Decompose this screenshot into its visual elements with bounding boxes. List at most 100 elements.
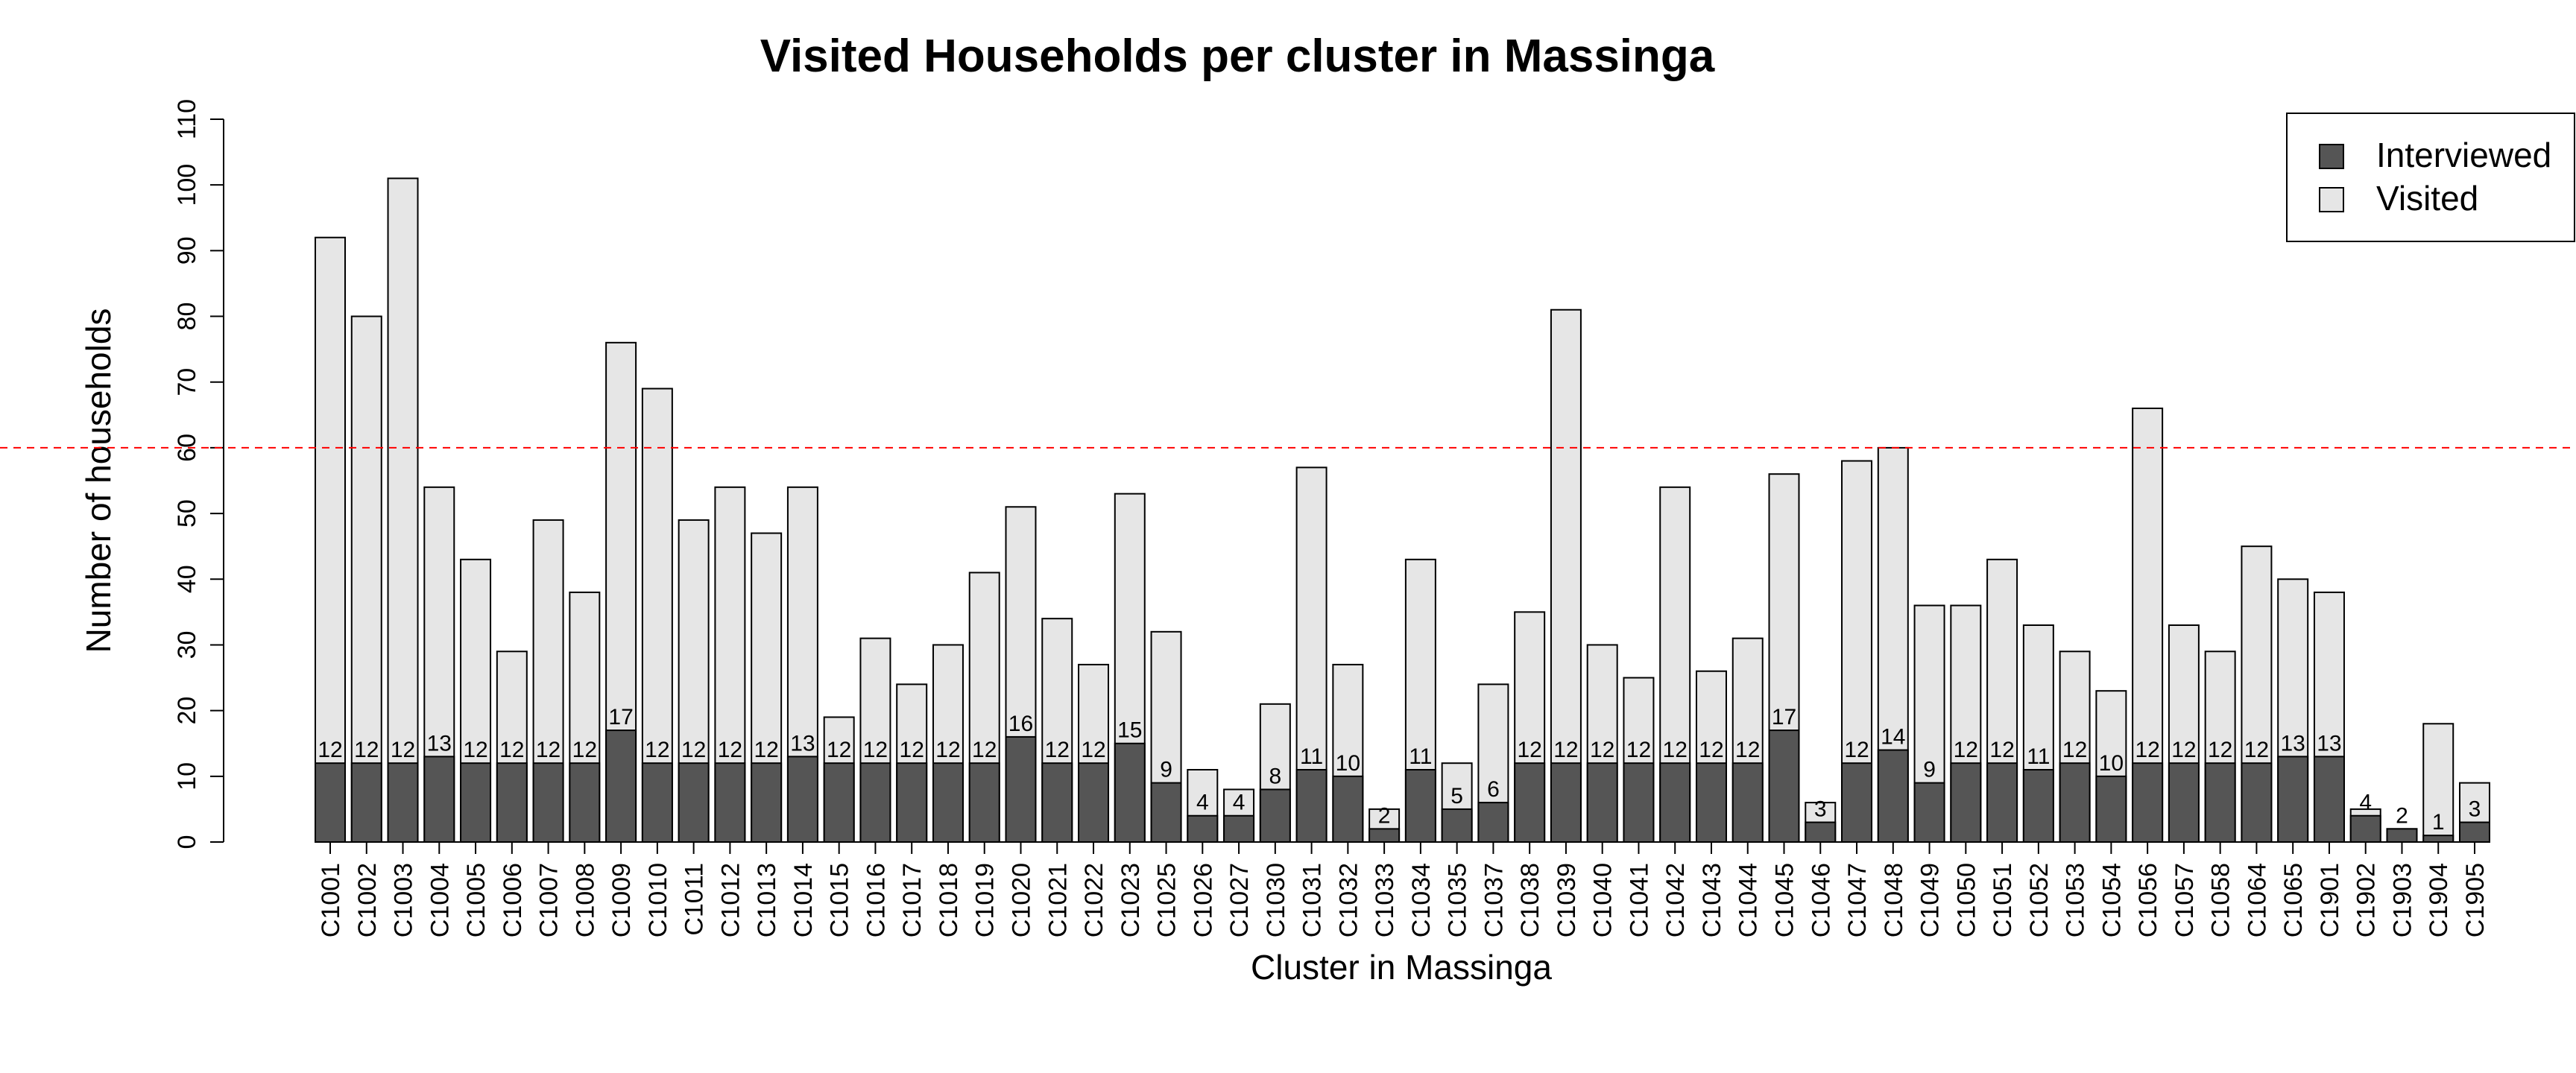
- x-tick-label-C1052: C1052: [2025, 863, 2053, 937]
- bar-interviewed-C1039: [1550, 762, 1582, 843]
- x-tick-label-C1905: C1905: [2461, 863, 2490, 937]
- x-tick-label-C1056: C1056: [2134, 863, 2162, 937]
- data-label-C1001: 12: [318, 738, 342, 762]
- legend-label-interviewed: Interviewed: [2376, 136, 2551, 174]
- data-label-C1002: 12: [354, 738, 379, 762]
- x-tick-label-C1033: C1033: [1371, 863, 1399, 937]
- data-label-C1065: 13: [2280, 731, 2305, 756]
- data-label-C1021: 12: [1045, 738, 1070, 762]
- y-axis-label: Number of households: [79, 308, 118, 653]
- x-tick-label-C1038: C1038: [1516, 863, 1544, 937]
- data-label-C1054: 10: [2099, 751, 2124, 776]
- data-label-C1027: 4: [1233, 791, 1246, 815]
- x-tick-label-C1021: C1021: [1044, 863, 1072, 937]
- bar-interviewed-C1905: [2459, 821, 2490, 843]
- x-tick-label-C1041: C1041: [1625, 863, 1653, 937]
- bar-interviewed-C1052: [2022, 769, 2054, 843]
- x-tick-label-C1019: C1019: [971, 863, 1000, 937]
- bar-interviewed-C1044: [1731, 762, 1764, 843]
- bar-interviewed-C1035: [1441, 808, 1473, 843]
- y-tick-label: 90: [173, 236, 201, 265]
- legend-label-visited: Visited: [2376, 179, 2478, 218]
- data-label-C1008: 12: [572, 738, 597, 762]
- x-tick-label-C1034: C1034: [1407, 863, 1436, 937]
- x-tick-label-C1017: C1017: [898, 863, 926, 937]
- x-tick-label-C1027: C1027: [1225, 863, 1254, 937]
- data-label-C1904: 1: [2432, 810, 2445, 835]
- data-label-C1023: 15: [1117, 718, 1142, 743]
- y-tick-label: 80: [173, 303, 201, 331]
- bar-interviewed-C1023: [1114, 742, 1146, 843]
- data-label-C1009: 17: [608, 705, 633, 729]
- bar-visited-C1039: [1550, 308, 1582, 843]
- x-tick-label-C1014: C1014: [789, 863, 818, 937]
- bar-interviewed-C1057: [2168, 762, 2200, 843]
- bar-interviewed-C1065: [2277, 756, 2309, 843]
- x-tick-label-C1005: C1005: [462, 863, 490, 937]
- data-label-C1010: 12: [645, 738, 669, 762]
- x-tick-label-C1045: C1045: [1771, 863, 1799, 937]
- x-tick-label-C1044: C1044: [1734, 863, 1763, 937]
- data-label-C1017: 12: [900, 738, 924, 762]
- x-tick-label-C1006: C1006: [499, 863, 527, 937]
- x-tick-label-C1054: C1054: [2097, 863, 2126, 937]
- x-tick-label-C1007: C1007: [535, 863, 564, 937]
- bar-interviewed-C1056: [2132, 762, 2164, 843]
- y-tick-label: 10: [173, 762, 201, 791]
- bar-interviewed-C1054: [2095, 775, 2127, 843]
- x-tick-label-C1032: C1032: [1334, 863, 1363, 937]
- bar-interviewed-C1058: [2204, 762, 2236, 843]
- bar-interviewed-C1016: [859, 762, 891, 843]
- bar-interviewed-C1048: [1877, 749, 1909, 843]
- data-label-C1033: 2: [1378, 803, 1391, 828]
- x-tick-label-C1022: C1022: [1080, 863, 1108, 937]
- x-tick-label-C1016: C1016: [862, 863, 890, 937]
- x-tick-label-C1013: C1013: [753, 863, 781, 937]
- data-label-C1903: 2: [2396, 803, 2408, 828]
- chart-title: Visited Households per cluster in Massin…: [760, 31, 1715, 82]
- x-tick-label-C1040: C1040: [1589, 863, 1617, 937]
- bar-interviewed-C1019: [968, 762, 1000, 843]
- bars-group: [315, 177, 2490, 843]
- data-label-C1042: 12: [1663, 738, 1688, 762]
- data-label-C1005: 12: [463, 738, 487, 762]
- x-tick-label-C1048: C1048: [1880, 863, 1908, 937]
- bar-interviewed-C1051: [1986, 762, 2018, 843]
- x-tick-label-C1020: C1020: [1007, 863, 1035, 937]
- data-label-C1006: 12: [499, 738, 524, 762]
- bar-interviewed-C1050: [1950, 762, 1982, 843]
- data-label-C1007: 12: [536, 738, 561, 762]
- bar-interviewed-C1014: [786, 756, 818, 843]
- bar-interviewed-C1008: [569, 762, 601, 843]
- bar-interviewed-C1025: [1150, 782, 1182, 843]
- y-tick-label: 110: [173, 99, 201, 139]
- x-tick-label-C1030: C1030: [1262, 863, 1290, 937]
- data-label-C1035: 5: [1450, 784, 1463, 808]
- x-tick-label-C1012: C1012: [716, 863, 745, 937]
- bar-interviewed-C1904: [2422, 835, 2455, 843]
- x-tick-label-C1001: C1001: [317, 863, 345, 937]
- y-tick-label: 20: [173, 697, 201, 725]
- x-tick-label-C1043: C1043: [1698, 863, 1726, 937]
- bar-interviewed-C1009: [605, 729, 637, 843]
- x-tick-label-C1050: C1050: [1952, 863, 1980, 937]
- bar-interviewed-C1047: [1841, 762, 1873, 843]
- data-label-C1039: 12: [1553, 738, 1578, 762]
- bar-interviewed-C1042: [1659, 762, 1691, 843]
- bar-interviewed-C1049: [1913, 782, 1945, 843]
- data-label-C1004: 13: [427, 731, 452, 756]
- data-label-C1019: 12: [972, 738, 997, 762]
- bar-interviewed-C1031: [1295, 769, 1328, 843]
- bar-interviewed-C1001: [315, 762, 346, 843]
- bar-interviewed-C1015: [823, 762, 855, 843]
- data-label-C1015: 12: [827, 738, 851, 762]
- bar-interviewed-C1038: [1514, 762, 1546, 843]
- bar-interviewed-C1018: [932, 762, 964, 843]
- x-tick-label-C1903: C1903: [2388, 863, 2416, 937]
- x-tick-label-C1039: C1039: [1553, 863, 1581, 937]
- data-label-C1057: 12: [2171, 738, 2196, 762]
- bar-interviewed-C1020: [1005, 735, 1037, 843]
- bar-interviewed-C1046: [1805, 821, 1837, 843]
- y-tick-label: 30: [173, 631, 201, 659]
- data-label-C1003: 12: [391, 738, 415, 762]
